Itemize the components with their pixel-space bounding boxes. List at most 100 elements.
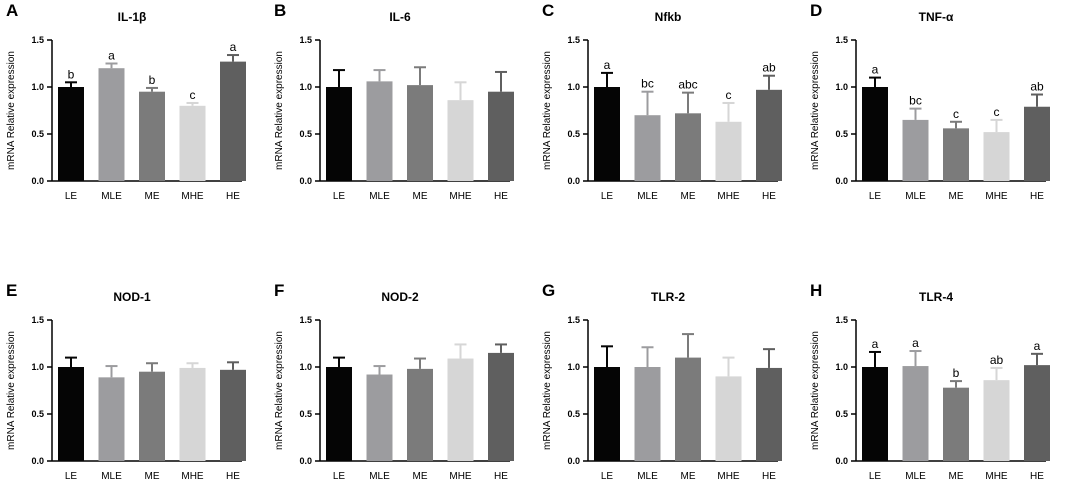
y-axis-label: mRNA Relative expression xyxy=(274,331,285,450)
x-tick-label: LE xyxy=(869,471,882,482)
x-tick-label: MHE xyxy=(985,191,1008,202)
panel-letter: B xyxy=(274,1,286,20)
x-tick-label: LE xyxy=(65,191,78,202)
x-tick-label: MHE xyxy=(181,191,204,202)
bar-mhe xyxy=(179,367,206,461)
significance-label: a xyxy=(1034,339,1041,353)
bar-le xyxy=(58,87,84,181)
x-tick-label: HE xyxy=(762,471,776,482)
significance-label: ab xyxy=(762,61,776,75)
bar-mhe xyxy=(447,358,474,461)
x-tick-label: HE xyxy=(226,191,240,202)
x-tick-label: HE xyxy=(494,471,508,482)
y-tick-label: 0.5 xyxy=(835,129,848,139)
x-tick-label: MLE xyxy=(101,191,122,202)
x-tick-label: MLE xyxy=(905,471,926,482)
x-tick-label: HE xyxy=(1030,191,1044,202)
significance-label: b xyxy=(149,73,156,87)
x-tick-label: MLE xyxy=(905,191,926,202)
y-tick-label: 1.0 xyxy=(31,362,44,372)
bar-he xyxy=(220,369,246,461)
bar-he xyxy=(756,89,782,181)
x-tick-label: MLE xyxy=(369,471,390,482)
significance-label: bc xyxy=(641,77,654,91)
y-tick-label: 1.5 xyxy=(31,315,44,325)
bar-me xyxy=(407,85,433,181)
bar-mle xyxy=(902,119,929,181)
bar-mhe xyxy=(983,132,1010,181)
bar-mle xyxy=(366,81,393,181)
bar-he xyxy=(1024,106,1050,181)
bar-me xyxy=(943,128,969,181)
significance-label: a xyxy=(604,58,611,72)
bar-mle xyxy=(366,374,393,461)
panel-letter: A xyxy=(6,1,18,20)
y-tick-label: 0.0 xyxy=(31,176,44,186)
significance-label: a xyxy=(872,337,879,351)
significance-label: a xyxy=(230,40,237,54)
y-tick-label: 0.5 xyxy=(299,129,312,139)
y-axis-label: mRNA Relative expression xyxy=(810,331,821,450)
panel-letter: C xyxy=(542,1,554,20)
bar-me xyxy=(675,357,701,461)
y-tick-label: 0.0 xyxy=(299,456,312,466)
bar-mhe xyxy=(715,121,742,181)
panel-title: TNF-α xyxy=(919,10,954,24)
x-tick-label: ME xyxy=(413,191,428,202)
y-tick-label: 1.5 xyxy=(567,35,580,45)
y-tick-label: 0.5 xyxy=(567,129,580,139)
significance-label: b xyxy=(953,366,960,380)
y-tick-label: 1.0 xyxy=(567,82,580,92)
significance-label: bc xyxy=(909,94,922,108)
bar-mle xyxy=(634,115,661,181)
y-axis-label: mRNA Relative expression xyxy=(6,51,17,170)
x-tick-label: ME xyxy=(145,471,160,482)
bar-mhe xyxy=(983,380,1010,461)
x-tick-label: LE xyxy=(869,191,882,202)
significance-label: c xyxy=(190,88,196,102)
bar-me xyxy=(139,371,165,461)
panel-a: A IL-1β mRNA Relative expression 0.0 0.5 1.0 1… xyxy=(6,1,246,202)
significance-label: abc xyxy=(678,78,697,92)
panel-e: E NOD-1 mRNA Relative expression 0.0 0.5 1.0 1… xyxy=(6,281,246,482)
x-tick-label: HE xyxy=(1030,471,1044,482)
bar-mhe xyxy=(715,376,742,461)
y-axis-label: mRNA Relative expression xyxy=(274,51,285,170)
x-tick-label: MLE xyxy=(637,471,658,482)
x-tick-label: LE xyxy=(65,471,78,482)
significance-label: ab xyxy=(1030,80,1044,94)
bar-mle xyxy=(98,377,125,461)
panel-h: H TLR-4 mRNA Relative expression 0.0 0.5 1.0 1… xyxy=(810,281,1050,482)
panel-d: D TNF-α mRNA Relative expression 0.0 0.5 1.0 1… xyxy=(810,1,1050,202)
x-tick-label: HE xyxy=(762,191,776,202)
bar-he xyxy=(1024,365,1050,461)
significance-label: a xyxy=(912,336,919,350)
bar-le xyxy=(862,367,888,461)
significance-label: b xyxy=(68,67,75,81)
y-tick-label: 0.5 xyxy=(31,129,44,139)
x-tick-label: ME xyxy=(681,191,696,202)
x-tick-label: ME xyxy=(949,471,964,482)
y-tick-label: 1.5 xyxy=(299,35,312,45)
y-tick-label: 0.0 xyxy=(567,176,580,186)
panel-f: F NOD-2 mRNA Relative expression 0.0 0.5 1.0 1… xyxy=(274,281,514,482)
y-tick-label: 1.5 xyxy=(567,315,580,325)
y-tick-label: 1.5 xyxy=(835,315,848,325)
y-tick-label: 1.0 xyxy=(299,362,312,372)
bar-mle xyxy=(902,366,929,461)
x-tick-label: HE xyxy=(226,471,240,482)
bar-he xyxy=(756,367,782,461)
x-tick-label: MLE xyxy=(369,191,390,202)
significance-label: ab xyxy=(990,353,1004,367)
x-tick-label: MHE xyxy=(985,471,1008,482)
x-tick-label: LE xyxy=(601,471,614,482)
significance-label: a xyxy=(872,63,879,77)
panel-title: NOD-1 xyxy=(113,290,151,304)
significance-label: a xyxy=(108,49,115,63)
x-tick-label: ME xyxy=(681,471,696,482)
y-tick-label: 1.0 xyxy=(835,82,848,92)
bar-mle xyxy=(634,367,661,461)
bar-mhe xyxy=(179,105,206,181)
y-tick-label: 0.5 xyxy=(835,409,848,419)
panel-g: G TLR-2 mRNA Relative expression 0.0 0.5 1.0 1… xyxy=(542,281,782,482)
